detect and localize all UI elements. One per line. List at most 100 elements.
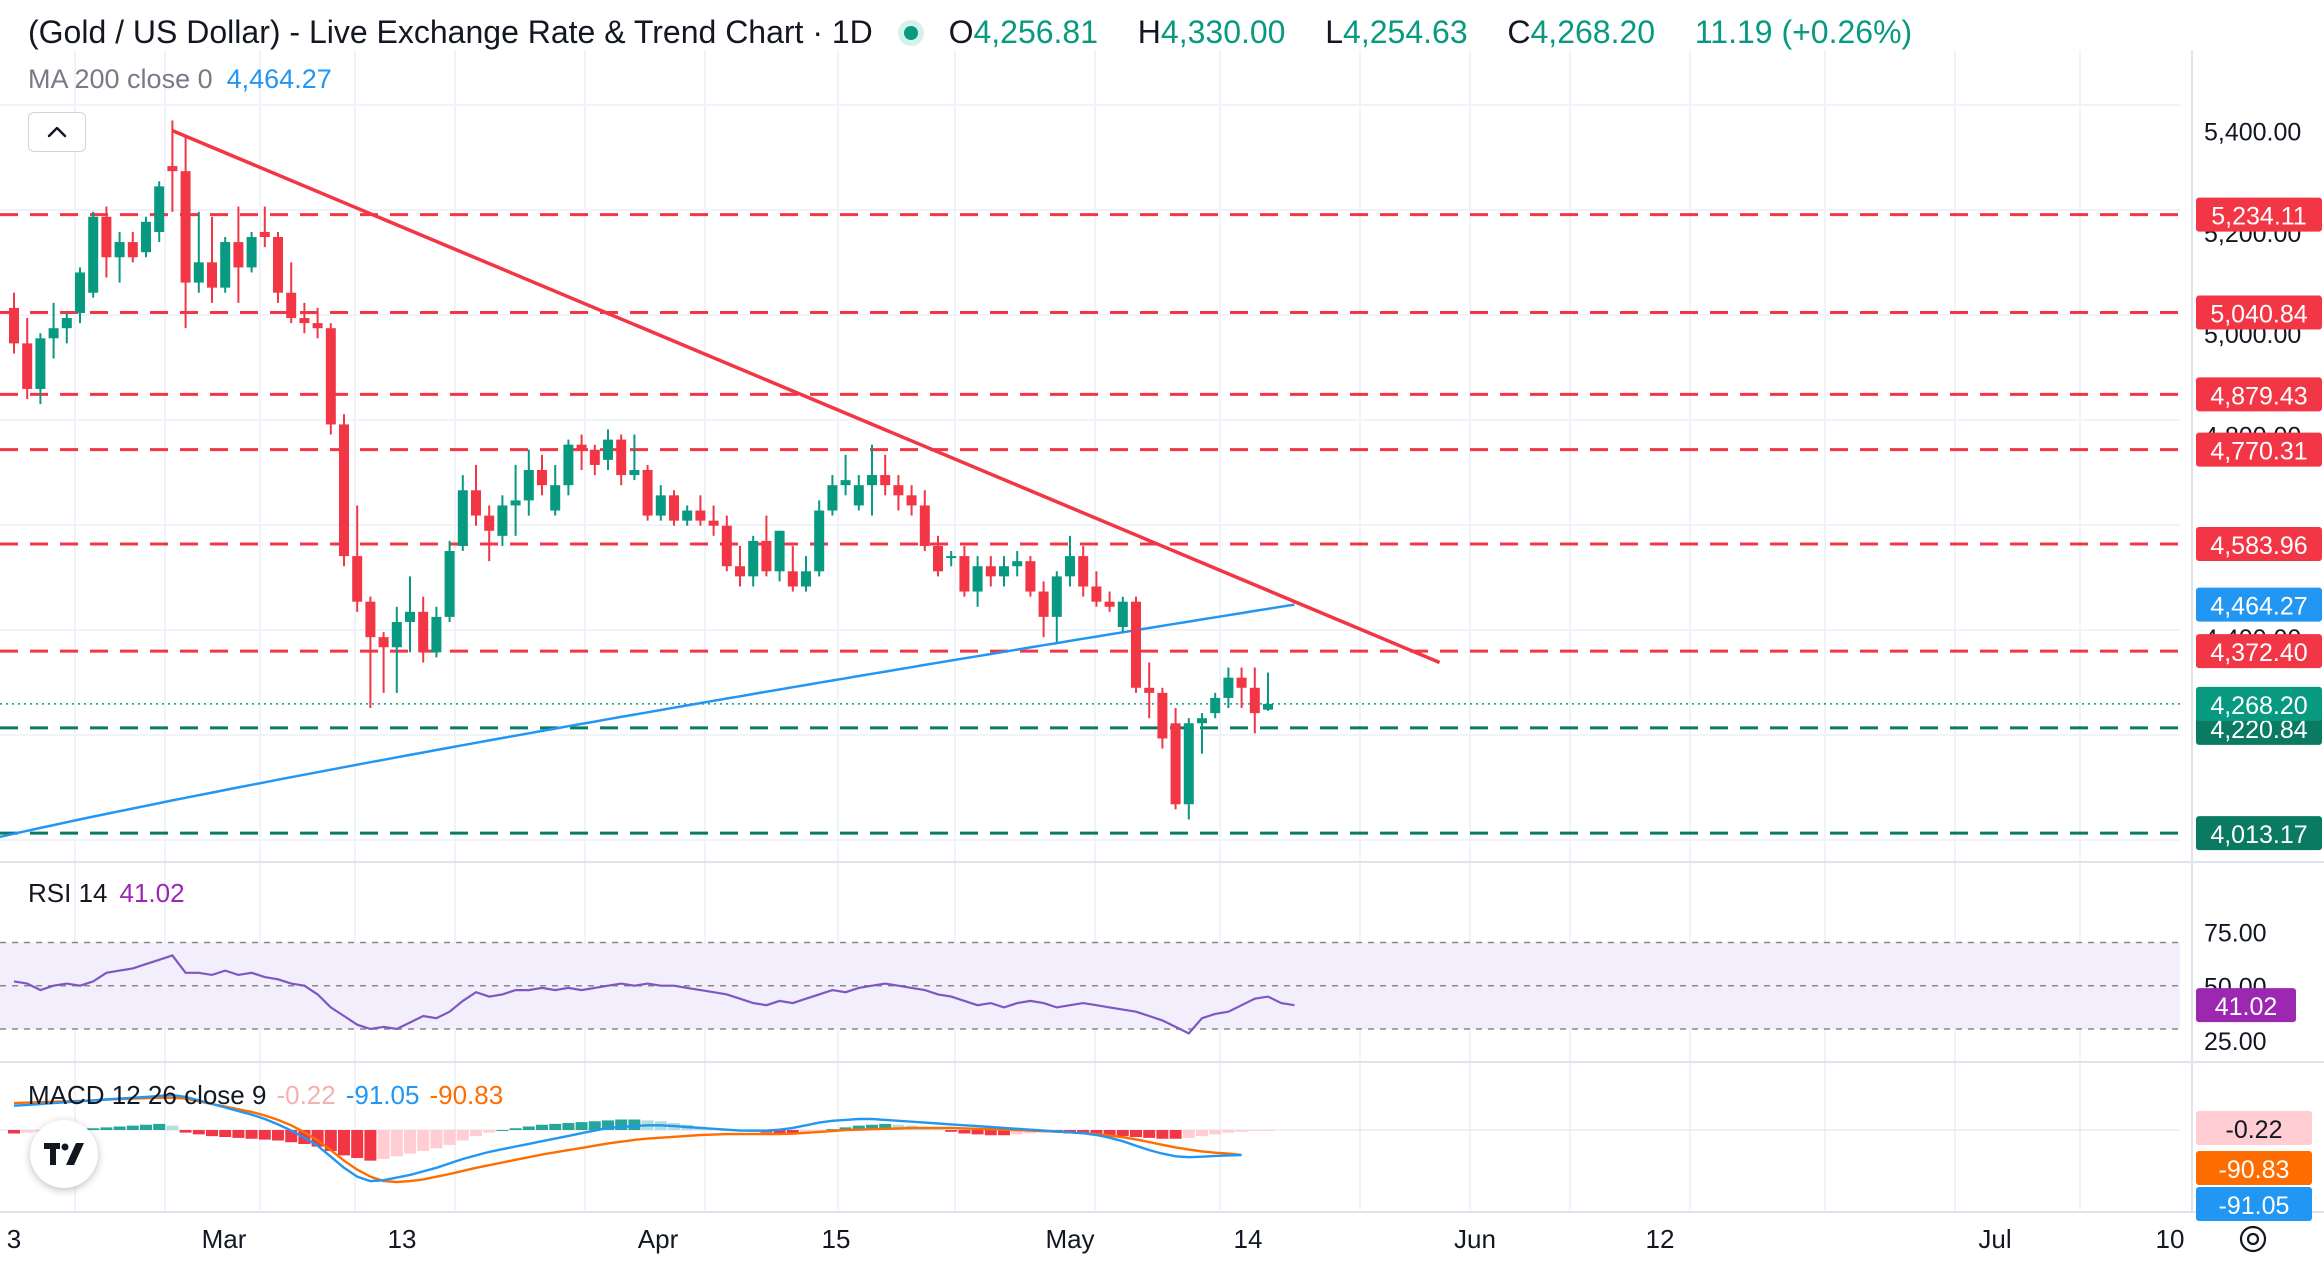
candle-body[interactable] (629, 470, 640, 476)
candle-body[interactable] (840, 480, 851, 486)
candle-body[interactable] (1012, 561, 1023, 567)
candle-body[interactable] (1197, 718, 1207, 724)
candle-body[interactable] (985, 566, 996, 577)
candle-body[interactable] (655, 495, 666, 516)
candle-body[interactable] (391, 621, 402, 648)
candle-body[interactable] (708, 520, 719, 526)
candle-body[interactable] (246, 237, 257, 268)
candle-body[interactable] (35, 338, 46, 389)
candle-body[interactable] (1144, 687, 1155, 693)
candle-body[interactable] (471, 490, 481, 516)
candle-body[interactable] (906, 495, 917, 506)
candle-body[interactable] (933, 545, 943, 572)
candle-body[interactable] (259, 231, 270, 238)
candle-body[interactable] (682, 510, 693, 521)
rsi-legend[interactable]: RSI 14 41.02 (28, 878, 185, 909)
candle-body[interactable] (959, 556, 970, 592)
candle-body[interactable] (457, 490, 468, 546)
candle-body[interactable] (484, 515, 495, 531)
candle-body[interactable] (325, 328, 336, 425)
candle-body[interactable] (853, 485, 864, 506)
candle-body[interactable] (1263, 703, 1273, 710)
candle-body[interactable] (180, 171, 191, 283)
candle-body[interactable] (352, 556, 363, 602)
candle-body[interactable] (273, 237, 283, 293)
candle-body[interactable] (1117, 601, 1128, 628)
candle-body[interactable] (1091, 586, 1102, 602)
candle-body[interactable] (88, 216, 99, 293)
candle-body[interactable] (1051, 576, 1062, 617)
candle-body[interactable] (75, 272, 85, 313)
candle-body[interactable] (748, 540, 759, 577)
candle-body[interactable] (61, 318, 72, 329)
candles[interactable] (9, 120, 1273, 820)
ma200-polyline[interactable] (0, 603, 1295, 876)
candle-body[interactable] (378, 637, 389, 648)
candle-body[interactable] (299, 318, 310, 324)
candle-body[interactable] (1236, 677, 1247, 688)
candle-body[interactable] (101, 216, 112, 258)
candle-body[interactable] (669, 495, 679, 521)
candle-body[interactable] (405, 611, 415, 622)
candle-body[interactable] (550, 485, 561, 511)
candle-body[interactable] (603, 439, 613, 460)
candle-body[interactable] (576, 444, 587, 450)
settings-gear-icon[interactable] (2236, 1222, 2270, 1256)
candle-body[interactable] (233, 242, 244, 268)
candle-body[interactable] (523, 470, 534, 501)
candle-body[interactable] (114, 242, 125, 258)
candle-body[interactable] (801, 571, 811, 587)
candle-body[interactable] (286, 292, 297, 319)
candle-body[interactable] (1065, 556, 1075, 577)
candle-body[interactable] (999, 566, 1009, 577)
candle-body[interactable] (48, 328, 59, 339)
tradingview-logo-icon[interactable] (30, 1120, 98, 1188)
candle-body[interactable] (616, 439, 627, 476)
candle-body[interactable] (774, 530, 785, 572)
candle-body[interactable] (418, 611, 429, 653)
candle-body[interactable] (22, 343, 33, 389)
candle-body[interactable] (9, 307, 19, 344)
collapse-legend-button[interactable] (28, 112, 86, 152)
candle-body[interactable] (1249, 687, 1260, 714)
candle-body[interactable] (642, 470, 653, 516)
candle-body[interactable] (537, 470, 547, 486)
candle-body[interactable] (695, 510, 706, 521)
candle-body[interactable] (880, 475, 891, 486)
candle-body[interactable] (1157, 692, 1168, 739)
candle-body[interactable] (207, 262, 217, 288)
candle-body[interactable] (1104, 601, 1115, 607)
candle-body[interactable] (893, 485, 904, 496)
candle-body[interactable] (365, 601, 376, 638)
candle-body[interactable] (946, 556, 957, 559)
candle-body[interactable] (827, 485, 838, 511)
candle-body[interactable] (1131, 601, 1141, 688)
candle-body[interactable] (1078, 556, 1089, 587)
candle-body[interactable] (761, 540, 772, 572)
candle-body[interactable] (867, 475, 877, 486)
macd-line[interactable] (13, 1093, 1242, 1183)
candle-body[interactable] (1210, 697, 1221, 714)
candle-body[interactable] (1038, 591, 1049, 617)
candle-body[interactable] (339, 424, 349, 557)
candle-body[interactable] (141, 221, 151, 253)
ma-legend[interactable]: MA 200 close 0 4,464.27 (28, 64, 332, 95)
trendline-segment[interactable] (171, 129, 1441, 665)
candle-body[interactable] (1223, 677, 1234, 698)
candle-body[interactable] (1183, 723, 1194, 805)
candle-body[interactable] (787, 571, 798, 587)
candle-body[interactable] (220, 242, 231, 288)
candle-body[interactable] (497, 505, 508, 536)
candle-body[interactable] (444, 551, 455, 617)
candle-body[interactable] (167, 166, 178, 172)
candle-body[interactable] (589, 449, 600, 465)
candle-body[interactable] (735, 566, 745, 577)
candle-body[interactable] (154, 186, 165, 232)
candle-body[interactable] (1025, 561, 1036, 592)
candle-body[interactable] (919, 505, 930, 546)
candle-body[interactable] (312, 323, 323, 329)
candle-body[interactable] (431, 616, 442, 653)
rsi-line[interactable] (13, 954, 1295, 1035)
candle-body[interactable] (972, 566, 983, 592)
candle-body[interactable] (510, 500, 521, 506)
